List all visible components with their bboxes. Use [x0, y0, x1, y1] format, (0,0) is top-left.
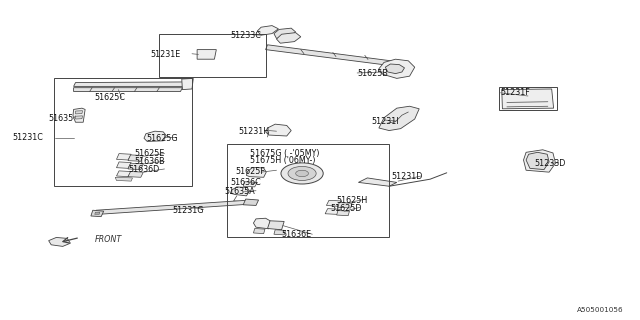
Circle shape [296, 170, 308, 177]
Polygon shape [128, 155, 143, 161]
Text: 51636D: 51636D [128, 165, 159, 174]
Text: FRONT: FRONT [95, 235, 122, 244]
Polygon shape [128, 163, 143, 170]
Polygon shape [243, 199, 259, 205]
Polygon shape [115, 177, 132, 181]
Polygon shape [257, 26, 278, 35]
Polygon shape [116, 171, 131, 177]
Text: 51625G: 51625G [146, 134, 177, 143]
Circle shape [281, 163, 323, 184]
Polygon shape [266, 45, 406, 67]
Text: 51231E: 51231E [150, 50, 180, 59]
Text: 51625D: 51625D [330, 204, 362, 212]
Polygon shape [502, 89, 554, 109]
Text: 51233C: 51233C [230, 31, 261, 40]
Text: 51231H: 51231H [238, 127, 269, 136]
Text: 51675G ( -'05MY): 51675G ( -'05MY) [250, 149, 319, 158]
Polygon shape [246, 167, 266, 177]
Polygon shape [74, 88, 182, 92]
Polygon shape [253, 218, 270, 229]
Polygon shape [385, 64, 404, 74]
Polygon shape [116, 162, 131, 168]
Text: 51625H: 51625H [337, 196, 368, 204]
Text: 51635: 51635 [49, 114, 74, 123]
Text: 51675H ('06MY-): 51675H ('06MY-) [250, 156, 315, 165]
Polygon shape [197, 50, 216, 59]
Polygon shape [95, 212, 100, 214]
Polygon shape [49, 237, 70, 246]
Polygon shape [73, 108, 85, 122]
Polygon shape [76, 111, 83, 114]
Polygon shape [74, 82, 189, 86]
Text: 51233D: 51233D [534, 159, 566, 168]
Text: 51636C: 51636C [230, 178, 261, 187]
Polygon shape [379, 106, 419, 131]
Polygon shape [268, 221, 284, 230]
Polygon shape [276, 33, 301, 43]
Polygon shape [325, 209, 340, 214]
Polygon shape [253, 228, 265, 234]
Text: 51625B: 51625B [357, 69, 388, 78]
Polygon shape [338, 203, 352, 208]
Polygon shape [243, 182, 257, 187]
Text: A505001056: A505001056 [577, 307, 624, 313]
Text: 51231C: 51231C [13, 133, 44, 142]
Circle shape [288, 166, 316, 180]
Polygon shape [358, 178, 397, 186]
Text: 51625C: 51625C [95, 93, 125, 102]
Text: 51231D: 51231D [392, 172, 423, 181]
Polygon shape [337, 211, 349, 216]
Polygon shape [230, 187, 250, 196]
Polygon shape [116, 154, 131, 160]
Polygon shape [274, 28, 296, 38]
Polygon shape [128, 172, 143, 177]
Polygon shape [266, 124, 291, 136]
Text: 51231G: 51231G [173, 206, 204, 215]
Polygon shape [76, 116, 83, 119]
Text: 51636B: 51636B [134, 157, 165, 166]
Text: 51231I: 51231I [371, 117, 399, 126]
Text: 51625E: 51625E [134, 149, 164, 158]
Polygon shape [274, 230, 285, 235]
Polygon shape [96, 200, 251, 214]
Polygon shape [182, 78, 193, 90]
Polygon shape [526, 152, 549, 170]
Polygon shape [524, 150, 556, 172]
Text: 51231F: 51231F [500, 88, 530, 97]
Text: 51635A: 51635A [224, 188, 255, 196]
Polygon shape [91, 210, 104, 217]
Polygon shape [379, 59, 415, 78]
Polygon shape [144, 131, 166, 141]
Text: 51625F: 51625F [236, 167, 266, 176]
Text: 51636E: 51636E [282, 230, 312, 239]
Polygon shape [326, 200, 342, 206]
